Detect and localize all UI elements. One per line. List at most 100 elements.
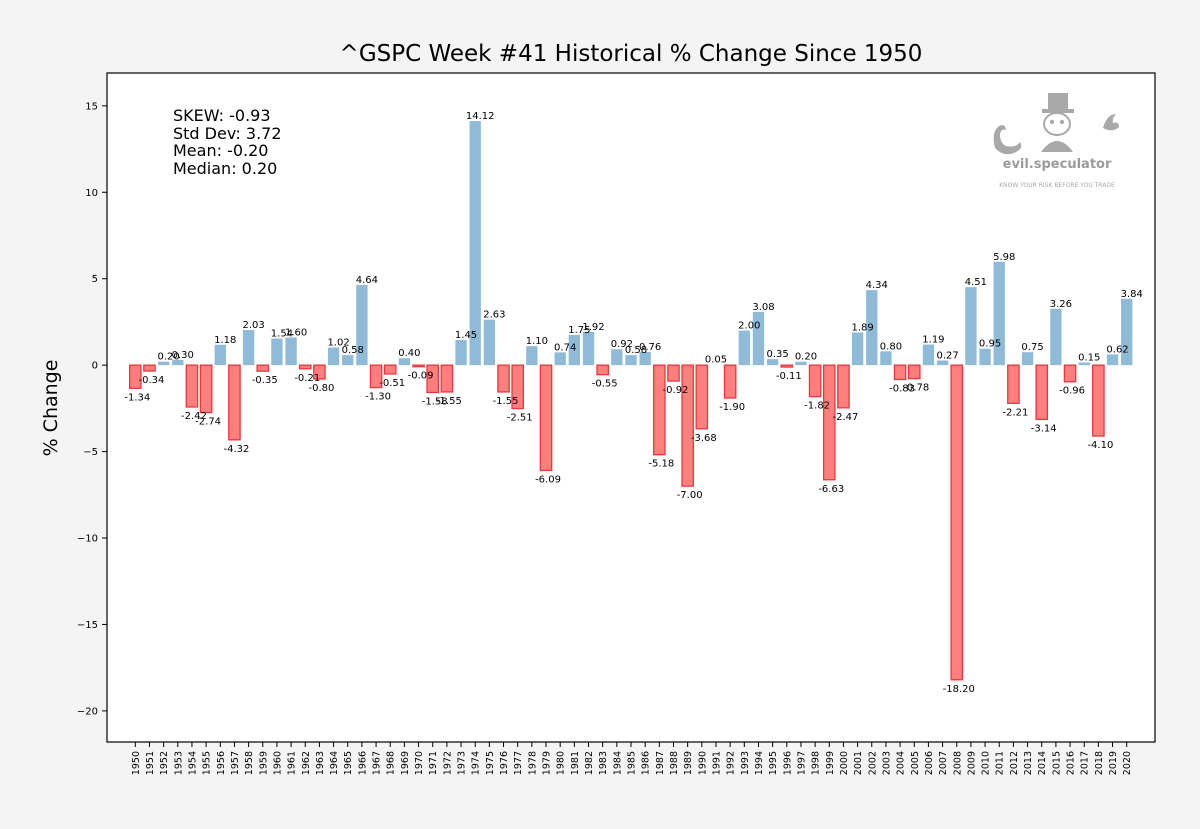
x-tick-label-2004: 2004 [896,751,907,775]
bar-2014 [1035,364,1049,421]
logo-name: evil.speculator [1003,157,1112,172]
x-tick-label-1961: 1961 [287,751,298,775]
x-tick-label-1999: 1999 [825,751,836,775]
x-tick-label-1985: 1985 [627,751,638,775]
data-label-2010: 0.95 [979,339,1001,350]
bar-1957 [228,364,241,441]
bar-1990 [695,364,709,430]
bar-2011 [993,261,1005,366]
bar-1996 [780,364,794,368]
bar-1976 [497,364,510,393]
data-label-1963: -0.80 [308,383,334,394]
x-tick-label-1989: 1989 [683,751,694,775]
x-tick-label-1955: 1955 [202,751,213,775]
plot-frame [106,72,1156,743]
x-tick-label-1974: 1974 [471,751,482,775]
bar-2000 [837,364,850,409]
x-tick-label-1993: 1993 [740,751,751,775]
data-label-1990: -3.68 [691,433,717,444]
data-label-1997: 0.20 [795,352,817,363]
data-label-1992: -1.90 [719,402,745,413]
data-label-1960: 1.54 [271,329,293,340]
x-tick-label-1962: 1962 [301,751,312,775]
y-tick-label--15: −15 [77,620,98,631]
x-tick-label-2008: 2008 [952,751,963,775]
y-axis-ticks: 15 10 5 0 −5 −10 −15 −20 [77,101,107,717]
bar-1972 [440,364,454,393]
bar-1966 [356,284,368,366]
data-label-1974: 14.12 [466,111,495,122]
bar-1994 [752,311,765,366]
data-label-1998: -1.82 [804,401,830,412]
x-tick-label-1988: 1988 [669,751,680,775]
data-label-2016: -0.96 [1059,386,1085,397]
data-label-2018: -4.10 [1087,440,1113,451]
bar-1975 [483,319,496,366]
stat-skew: SKEW: -0.93 [173,106,271,125]
data-label-2004: -0.83 [889,384,915,395]
data-label-1955: -2.74 [195,417,221,428]
bar-2008 [950,364,964,681]
data-label-2011: 5.98 [993,252,1015,263]
bar-1995 [766,359,779,366]
bar-1974 [469,121,481,366]
x-tick-label-1984: 1984 [612,751,623,775]
x-tick-label-1998: 1998 [811,751,822,775]
swan-left-icon [993,125,1022,155]
data-label-1952: 0.20 [157,352,179,363]
x-tick-label-1951: 1951 [145,751,156,775]
x-tick-label-1968: 1968 [386,751,397,775]
data-label-1975: 2.63 [483,310,505,321]
x-tick-label-2001: 2001 [853,751,864,775]
x-tick-label-1970: 1970 [414,751,425,775]
bar-1953 [172,359,184,366]
data-label-1988: -0.92 [663,385,689,396]
bar-2007 [936,360,949,366]
data-label-2003: 0.80 [880,341,902,352]
x-tick-label-1963: 1963 [315,751,326,775]
bar-1968 [383,364,397,375]
data-label-1984: 0.92 [611,339,633,350]
x-tick-label-2013: 2013 [1023,751,1034,775]
x-tick-label-2012: 2012 [1009,751,1020,775]
data-label-1951: -0.34 [139,375,165,386]
data-label-1993: 2.00 [738,321,760,332]
bar-1979 [539,364,553,472]
bar-2013 [1021,352,1034,366]
x-tick-label-1972: 1972 [442,751,453,775]
x-tick-label-2000: 2000 [839,751,850,775]
data-label-1970: -0.09 [408,371,434,382]
bar-2002 [866,290,878,366]
data-label-2019: 0.62 [1106,344,1128,355]
x-tick-label-1994: 1994 [754,751,765,775]
data-label-1958: 2.03 [242,320,264,331]
data-label-1983: -0.55 [592,379,618,390]
data-label-1961: 1.60 [285,327,307,338]
bar-1973 [455,340,467,366]
logo-tagline: KNOW YOUR RISK BEFORE YOU TRADE [999,182,1115,189]
data-label-1979: -6.09 [535,474,561,485]
y-tick-label--5: −5 [83,447,98,458]
data-label-1968: -0.51 [379,378,405,389]
bar-1950 [128,364,142,389]
data-label-1971: -1.58 [422,396,448,407]
stat-std-dev: Std Dev: 3.72 [173,123,282,143]
x-tick-label-2011: 2011 [995,751,1006,775]
stat-median: Median: 0.20 [173,158,278,178]
bar-1980 [554,352,566,366]
y-tick-label-5: 5 [92,274,98,285]
bar-1983 [596,364,609,376]
data-label-1980: 0.74 [554,342,576,353]
x-tick-label-2017: 2017 [1080,751,1091,775]
data-label-1966: 4.64 [356,275,378,286]
x-tick-label-1960: 1960 [272,751,283,775]
x-tick-label-1978: 1978 [527,751,538,775]
x-tick-label-1969: 1969 [400,751,411,775]
bar-2003 [880,351,892,366]
data-label-1950: -1.34 [124,392,150,403]
data-label-2007: 0.27 [936,350,958,361]
data-label-1959: -0.35 [252,375,278,386]
bar-1964 [327,347,340,366]
x-tick-label-1987: 1987 [655,751,666,775]
